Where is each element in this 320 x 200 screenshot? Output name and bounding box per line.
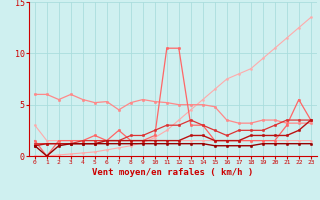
X-axis label: Vent moyen/en rafales ( km/h ): Vent moyen/en rafales ( km/h ) [92,168,253,177]
